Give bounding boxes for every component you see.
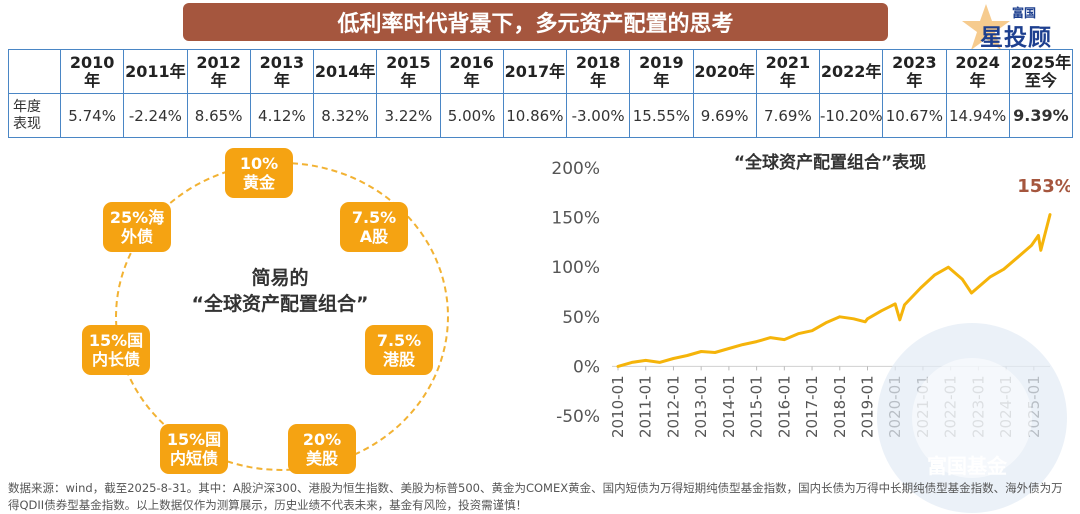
- return-value-cell: 8.32%: [312, 93, 378, 138]
- y-tick-label: 200%: [551, 159, 600, 179]
- y-tick-label: -50%: [556, 407, 600, 427]
- x-tick-label: 2014-01: [720, 375, 738, 438]
- portfolio-title: 简易的 “全球资产配置组合”: [150, 265, 410, 317]
- year-header-cell: 2013 年: [249, 49, 315, 94]
- chart-title: “全球资产配置组合”表现: [734, 152, 926, 173]
- year-header-cell: 2025年 至今: [1008, 49, 1074, 94]
- x-tick-label: 2019-01: [858, 375, 876, 438]
- fuguo-watermark-icon: 富国基金: [877, 323, 1067, 513]
- x-tick-label: 2013-01: [692, 375, 710, 438]
- year-header-cell: 2020年: [692, 49, 757, 94]
- y-tick-label: 0%: [573, 357, 600, 377]
- allocation-node: 7.5% A股: [340, 202, 408, 252]
- x-tick-label: 2017-01: [803, 375, 821, 438]
- year-header-cell: 2011年: [123, 49, 188, 94]
- return-value-cell: 5.74%: [59, 93, 125, 138]
- page-title: 低利率时代背景下，多元资产配置的思考: [337, 12, 734, 37]
- y-tick-label: 50%: [562, 308, 600, 328]
- table-values-row: 年度 表现 5.74% -2.24% 8.65% 4.12% 8.32% 3.22% 5.0…: [8, 93, 1074, 138]
- year-header-cell: 2022年: [818, 49, 884, 94]
- portfolio-wheel: 简易的 “全球资产配置组合” 10% 黄金 7.5% A股 7.5% 港股 20% 美…: [0, 140, 520, 475]
- allocation-node: 15%国 内短债: [160, 424, 228, 474]
- table-corner-cell: [8, 49, 61, 94]
- year-header-cell: 2023 年: [882, 49, 947, 94]
- return-value-cell: 4.12%: [249, 93, 315, 138]
- year-header-cell: 2014年: [312, 49, 378, 94]
- x-tick-label: 2018-01: [831, 375, 849, 438]
- allocation-node: 7.5% 港股: [365, 325, 433, 375]
- x-tick-label: 2011-01: [637, 375, 655, 438]
- allocation-node: 20% 美股: [288, 424, 356, 474]
- return-value-cell: 10.86%: [502, 93, 568, 138]
- return-value-cell: 10.67%: [882, 93, 947, 138]
- return-value-cell: 8.65%: [186, 93, 251, 138]
- source-footnote: 数据来源：wind，截至2025-8-31。其中：A股沪深300、港股为恒生指数…: [8, 481, 1063, 512]
- watermark-text: 富国基金: [927, 454, 1008, 478]
- year-header-cell: 2019 年: [629, 49, 694, 94]
- year-header-cell: 2021 年: [755, 49, 821, 94]
- title-banner: 低利率时代背景下，多元资产配置的思考: [183, 3, 888, 41]
- return-value-cell: 14.94%: [945, 93, 1010, 138]
- portfolio-title-line2: “全球资产配置组合”: [191, 293, 369, 315]
- year-header-cell: 2010 年: [59, 49, 125, 94]
- allocation-node: 15%国 内长债: [82, 325, 150, 375]
- logo-main-text: 星投顾: [980, 25, 1052, 51]
- x-tick-label: 2012-01: [664, 375, 682, 438]
- row-label: 年度 表现: [8, 93, 61, 138]
- return-value-cell: 9.69%: [692, 93, 757, 138]
- table-header-row: 2010 年 2011年 2012 年 2013 年 2014年 2015 年 2016 年…: [8, 49, 1074, 94]
- fuguo-logo: 富国 星投顾: [958, 2, 1076, 52]
- x-tick-label: 2010-01: [609, 375, 627, 438]
- year-header-cell: 2016 年: [439, 49, 504, 94]
- annual-performance-table: 2010 年 2011年 2012 年 2013 年 2014年 2015 年 2016 年…: [8, 49, 1074, 138]
- year-header-cell: 2018 年: [565, 49, 631, 94]
- allocation-node: 25%海 外债: [103, 202, 171, 252]
- return-value-cell: 5.00%: [439, 93, 504, 138]
- year-header-cell: 2012 年: [186, 49, 251, 94]
- return-value-cell: -10.20%: [818, 93, 884, 138]
- return-value-cell: -2.24%: [123, 93, 188, 138]
- year-header-cell: 2015 年: [376, 49, 441, 94]
- final-return-annotation: 153%: [1017, 176, 1070, 197]
- portfolio-title-line1: 简易的: [251, 267, 309, 289]
- return-value-cell: 3.22%: [376, 93, 441, 138]
- return-value-cell: -3.00%: [565, 93, 631, 138]
- y-tick-label: 100%: [551, 258, 600, 278]
- x-tick-label: 2015-01: [748, 375, 766, 438]
- y-tick-label: 150%: [551, 209, 600, 229]
- x-tick-label: 2016-01: [775, 375, 793, 438]
- return-value-cell: 15.55%: [629, 93, 694, 138]
- year-header-cell: 2024 年: [945, 49, 1010, 94]
- year-header-cell: 2017年: [502, 49, 568, 94]
- allocation-node: 10% 黄金: [225, 148, 293, 198]
- return-value-cell: 7.69%: [755, 93, 821, 138]
- logo-top-text: 富国: [1012, 6, 1037, 20]
- portfolio-return-series-line: [616, 213, 1052, 368]
- logo-star-icon: [962, 4, 1010, 50]
- return-value-cell: 9.39%: [1008, 93, 1074, 138]
